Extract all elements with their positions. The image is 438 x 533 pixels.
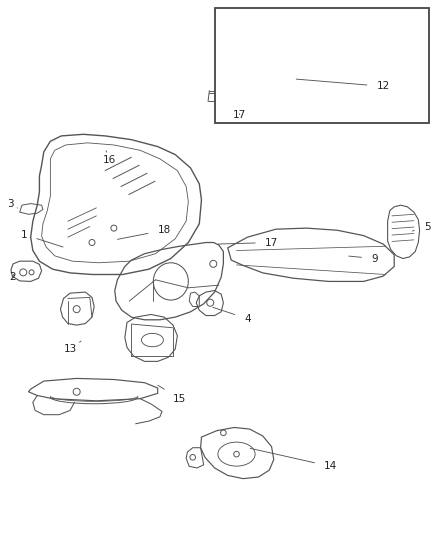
Text: 1: 1	[21, 230, 63, 247]
Text: 17: 17	[218, 238, 278, 247]
Text: 4: 4	[213, 308, 251, 324]
Bar	[215, 8, 429, 123]
Text: 3: 3	[7, 199, 18, 209]
Text: 14: 14	[250, 448, 337, 471]
Text: 5: 5	[412, 222, 431, 231]
Text: 18: 18	[117, 225, 171, 239]
Text: 12: 12	[296, 79, 390, 91]
Text: 16: 16	[103, 151, 116, 165]
Text: 9: 9	[349, 254, 378, 263]
Text: 15: 15	[158, 385, 186, 403]
Text: 17: 17	[233, 110, 246, 119]
Text: 2: 2	[9, 272, 16, 282]
Text: 13: 13	[64, 341, 81, 354]
